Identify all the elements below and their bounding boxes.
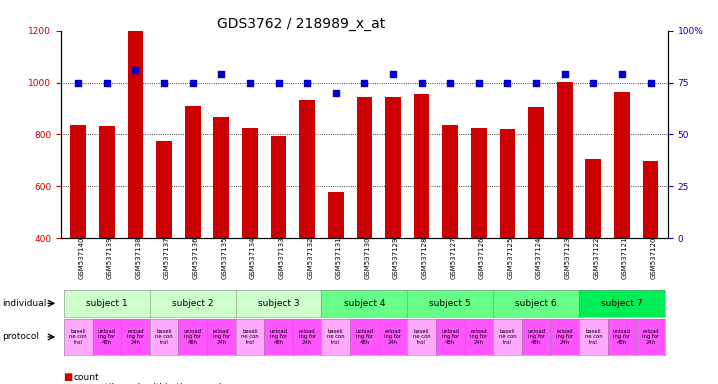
Text: individual: individual	[2, 299, 47, 308]
Bar	[271, 136, 286, 238]
Text: count: count	[74, 372, 100, 382]
Text: subject 6: subject 6	[516, 299, 557, 308]
Bar	[557, 82, 572, 238]
Text: GSM537120: GSM537120	[651, 236, 656, 279]
Point	[330, 90, 342, 96]
Text: GSM537121: GSM537121	[622, 236, 628, 279]
Text: ■: ■	[63, 383, 73, 384]
Point	[387, 71, 398, 77]
Text: GSM537130: GSM537130	[364, 236, 370, 279]
Text: protocol: protocol	[2, 333, 39, 341]
Text: subject 7: subject 7	[601, 299, 643, 308]
Text: unload
ing for
48h: unload ing for 48h	[613, 329, 631, 345]
Text: baseli
ne con
trol: baseli ne con trol	[499, 329, 516, 345]
Text: reload
ing for
24h: reload ing for 24h	[642, 329, 659, 345]
Bar	[185, 106, 200, 238]
Bar	[357, 97, 372, 238]
Point	[616, 71, 628, 77]
Point	[158, 79, 169, 86]
Text: GSM537124: GSM537124	[536, 236, 542, 278]
Bar	[385, 96, 401, 238]
Point	[73, 79, 84, 86]
Bar	[128, 31, 144, 238]
Text: ■: ■	[63, 372, 73, 382]
Text: subject 2: subject 2	[172, 299, 213, 308]
Text: unload
ing for
48h: unload ing for 48h	[442, 329, 460, 345]
Text: GSM537136: GSM537136	[192, 236, 199, 279]
Text: GSM537134: GSM537134	[250, 236, 256, 279]
Point	[531, 79, 542, 86]
Bar	[213, 117, 229, 238]
Text: baseli
ne con
trol: baseli ne con trol	[70, 329, 87, 345]
Point	[416, 79, 427, 86]
Text: GSM537125: GSM537125	[508, 236, 513, 278]
Text: GSM537132: GSM537132	[307, 236, 313, 279]
Bar	[414, 94, 429, 238]
Text: reload
ing for
24h: reload ing for 24h	[470, 329, 488, 345]
Text: baseli
ne con
trol: baseli ne con trol	[327, 329, 345, 345]
Bar	[328, 192, 344, 238]
Bar	[585, 159, 601, 238]
Point	[502, 79, 513, 86]
Text: GSM537135: GSM537135	[221, 236, 228, 279]
Text: reload
ing for
24h: reload ing for 24h	[384, 329, 401, 345]
Point	[215, 71, 227, 77]
Text: GDS3762 / 218989_x_at: GDS3762 / 218989_x_at	[218, 17, 386, 31]
Bar	[99, 126, 115, 238]
Text: GSM537128: GSM537128	[421, 236, 428, 279]
Text: unload
ing for
48h: unload ing for 48h	[269, 329, 287, 345]
Point	[587, 79, 599, 86]
Bar	[242, 128, 258, 238]
Point	[130, 67, 141, 73]
Text: GSM537131: GSM537131	[336, 236, 342, 279]
Text: reload
ing for
24h: reload ing for 24h	[556, 329, 573, 345]
Text: GSM537123: GSM537123	[565, 236, 571, 279]
Text: GSM537137: GSM537137	[164, 236, 170, 279]
Bar	[442, 124, 458, 238]
Point	[187, 79, 198, 86]
Text: baseli
ne con
trol: baseli ne con trol	[584, 329, 602, 345]
Text: subject 1: subject 1	[86, 299, 128, 308]
Text: GSM537139: GSM537139	[107, 236, 113, 279]
Point	[645, 79, 656, 86]
Bar	[157, 141, 172, 238]
Bar	[70, 124, 86, 238]
Text: subject 3: subject 3	[258, 299, 299, 308]
Text: baseli
ne con
trol: baseli ne con trol	[241, 329, 258, 345]
Point	[302, 79, 313, 86]
Text: GSM537122: GSM537122	[593, 236, 600, 278]
Bar	[614, 92, 630, 238]
Bar	[471, 128, 487, 238]
Text: baseli
ne con
trol: baseli ne con trol	[155, 329, 173, 345]
Text: unload
ing for
48h: unload ing for 48h	[98, 329, 116, 345]
Text: subject 5: subject 5	[429, 299, 471, 308]
Text: GSM537127: GSM537127	[450, 236, 456, 279]
Text: reload
ing for
24h: reload ing for 24h	[299, 329, 316, 345]
Point	[444, 79, 456, 86]
Point	[559, 71, 571, 77]
Text: GSM537133: GSM537133	[279, 236, 284, 279]
Text: unload
ing for
48h: unload ing for 48h	[355, 329, 373, 345]
Text: GSM537138: GSM537138	[136, 236, 141, 279]
Bar	[528, 107, 544, 238]
Bar	[500, 129, 516, 238]
Text: GSM537140: GSM537140	[78, 236, 84, 279]
Point	[473, 79, 485, 86]
Text: percentile rank within the sample: percentile rank within the sample	[74, 383, 227, 384]
Text: reload
ing for
24h: reload ing for 24h	[213, 329, 230, 345]
Text: baseli
ne con
trol: baseli ne con trol	[413, 329, 430, 345]
Point	[358, 79, 370, 86]
Text: unload
ing for
48h: unload ing for 48h	[184, 329, 202, 345]
Text: subject 4: subject 4	[344, 299, 385, 308]
Text: unload
ing for
48h: unload ing for 48h	[527, 329, 545, 345]
Bar	[299, 100, 315, 238]
Text: GSM537129: GSM537129	[393, 236, 399, 279]
Bar	[643, 161, 658, 238]
Text: GSM537126: GSM537126	[479, 236, 485, 279]
Point	[101, 79, 113, 86]
Point	[273, 79, 284, 86]
Text: reload
ing for
24h: reload ing for 24h	[127, 329, 144, 345]
Point	[244, 79, 256, 86]
